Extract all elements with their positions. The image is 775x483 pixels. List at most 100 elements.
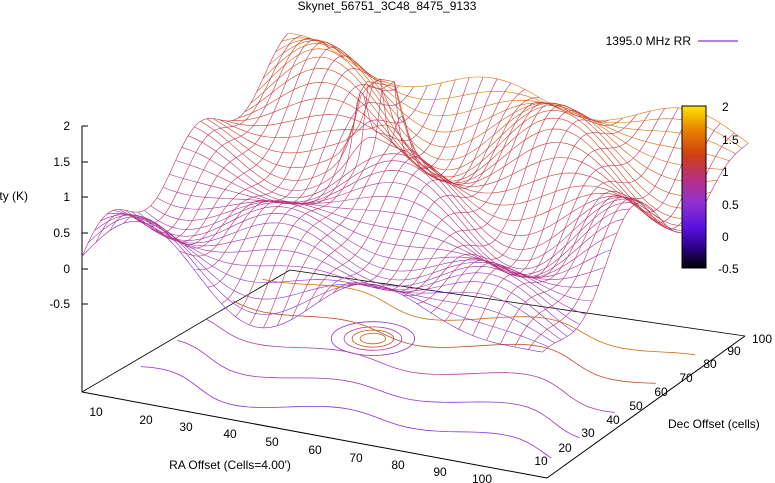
surface-line bbox=[458, 108, 665, 330]
surface-line bbox=[402, 110, 609, 297]
y-tick-label-10: 10 bbox=[534, 454, 548, 468]
colorbar-tick-label-2: 2 bbox=[722, 100, 729, 114]
surface-line bbox=[207, 86, 414, 288]
y-tick-label-20: 20 bbox=[558, 441, 572, 455]
z-tick-label-2: 2 bbox=[63, 119, 70, 133]
base-plane bbox=[81, 269, 746, 479]
surface-line bbox=[472, 107, 679, 336]
x-tick-label-70: 70 bbox=[349, 451, 363, 465]
surface-line bbox=[81, 33, 289, 257]
z-tick-label-1.5: 1.5 bbox=[53, 155, 70, 169]
z-tick-label-0: 0 bbox=[63, 262, 70, 276]
surface-line bbox=[200, 86, 662, 221]
z-tick-label-0.5: 0.5 bbox=[53, 226, 70, 240]
surface-line bbox=[123, 39, 331, 239]
colorbar-tick-label-neg0.5: -0.5 bbox=[718, 262, 739, 276]
y-tick-label-90: 90 bbox=[727, 344, 741, 358]
surface-line bbox=[162, 186, 624, 278]
surface-line bbox=[277, 76, 484, 326]
contour-line bbox=[140, 366, 552, 459]
contour-ring bbox=[351, 329, 395, 348]
surface-line bbox=[151, 46, 358, 245]
surface-line bbox=[109, 38, 316, 233]
surface-line bbox=[374, 102, 581, 292]
surface-line bbox=[235, 82, 442, 317]
y-tick-label-100: 100 bbox=[752, 332, 772, 346]
surface-line bbox=[346, 102, 554, 288]
x-axis: 10 20 30 40 50 60 70 80 90 100 RA Offset… bbox=[89, 405, 492, 483]
surface-line bbox=[165, 55, 372, 249]
z-tick-label-neg0.5: -0.5 bbox=[49, 297, 70, 311]
x-tick-label-20: 20 bbox=[139, 413, 153, 427]
y-axis: 10 20 30 40 50 60 70 80 90 100 Dec Offse… bbox=[534, 332, 772, 468]
colorbar: 2 1.5 1 0.5 0 -0.5 bbox=[681, 100, 739, 276]
surface-line bbox=[144, 202, 605, 280]
x-tick-label-50: 50 bbox=[265, 435, 279, 449]
surface-line bbox=[318, 89, 526, 302]
y-tick-label-30: 30 bbox=[581, 426, 595, 440]
z-axis: 2 1.5 1 0.5 0 -0.5 Intensity (K) bbox=[0, 119, 88, 392]
surface-line bbox=[262, 42, 724, 170]
x-tick-label-100: 100 bbox=[472, 472, 492, 483]
y-axis-label: Dec Offset (cells) bbox=[668, 417, 760, 431]
contour-line bbox=[262, 278, 696, 356]
surface-line bbox=[156, 197, 618, 278]
surface-line bbox=[388, 104, 595, 293]
contour-line bbox=[177, 340, 580, 439]
surface-line bbox=[219, 119, 680, 233]
colorbar-tick-label-0: 0 bbox=[722, 230, 729, 244]
surface-line bbox=[150, 200, 612, 278]
legend-label: 1395.0 MHz RR bbox=[606, 34, 692, 48]
surface-line bbox=[416, 117, 623, 304]
surface-line bbox=[138, 206, 599, 288]
surface-line bbox=[193, 84, 400, 271]
surface-line bbox=[250, 56, 711, 197]
surface-line bbox=[291, 78, 498, 320]
legend: 1395.0 MHz RR bbox=[606, 34, 738, 48]
y-tick-label-60: 60 bbox=[654, 385, 668, 399]
surface-line bbox=[81, 221, 543, 353]
surface-line bbox=[287, 33, 749, 144]
y-tick-label-80: 80 bbox=[703, 357, 717, 371]
contour-ring bbox=[330, 321, 415, 356]
surface-line bbox=[360, 102, 568, 291]
y-tick-label-70: 70 bbox=[679, 371, 693, 385]
colorbar-tick-label-0.5: 0.5 bbox=[722, 198, 739, 212]
z-tick-label-1: 1 bbox=[63, 190, 70, 204]
contour-ring bbox=[343, 326, 403, 351]
surface-line bbox=[125, 210, 587, 315]
chart-title: Skynet_56751_3C48_8475_9133 bbox=[298, 0, 477, 13]
x-tick-label-40: 40 bbox=[223, 427, 237, 441]
surface-line bbox=[212, 78, 674, 232]
contour-line bbox=[232, 300, 656, 384]
surface-line bbox=[486, 109, 693, 341]
surface-line bbox=[249, 78, 456, 326]
surface-line bbox=[95, 35, 302, 243]
surface-line bbox=[231, 97, 693, 227]
x-tick-label-60: 60 bbox=[308, 443, 322, 457]
surface-line bbox=[131, 211, 593, 302]
surface-line bbox=[263, 77, 470, 329]
surface-line bbox=[244, 67, 705, 209]
x-axis-label: RA Offset (Cells=4.00') bbox=[169, 458, 291, 472]
surface-line bbox=[275, 38, 736, 155]
surface-line bbox=[281, 37, 743, 149]
surface-line bbox=[137, 41, 344, 243]
surface-line bbox=[332, 96, 540, 294]
contour-line bbox=[206, 318, 615, 413]
y-tick-label-50: 50 bbox=[629, 399, 643, 413]
x-tick-label-90: 90 bbox=[433, 465, 447, 479]
x-tick-label-30: 30 bbox=[179, 420, 193, 434]
surface-line bbox=[444, 110, 651, 322]
z-axis-label: Intensity (K) bbox=[0, 189, 28, 203]
colorbar-tick-label-1: 1 bbox=[722, 165, 729, 179]
surface-line bbox=[113, 210, 574, 332]
colorbar-tick-label-1.5: 1.5 bbox=[722, 133, 739, 147]
surface-line bbox=[500, 115, 707, 345]
x-tick-label-10: 10 bbox=[89, 405, 103, 419]
x-tick-label-80: 80 bbox=[391, 458, 405, 472]
contour-ring bbox=[359, 332, 387, 345]
y-tick-label-40: 40 bbox=[606, 413, 620, 427]
surface-line bbox=[169, 174, 630, 275]
